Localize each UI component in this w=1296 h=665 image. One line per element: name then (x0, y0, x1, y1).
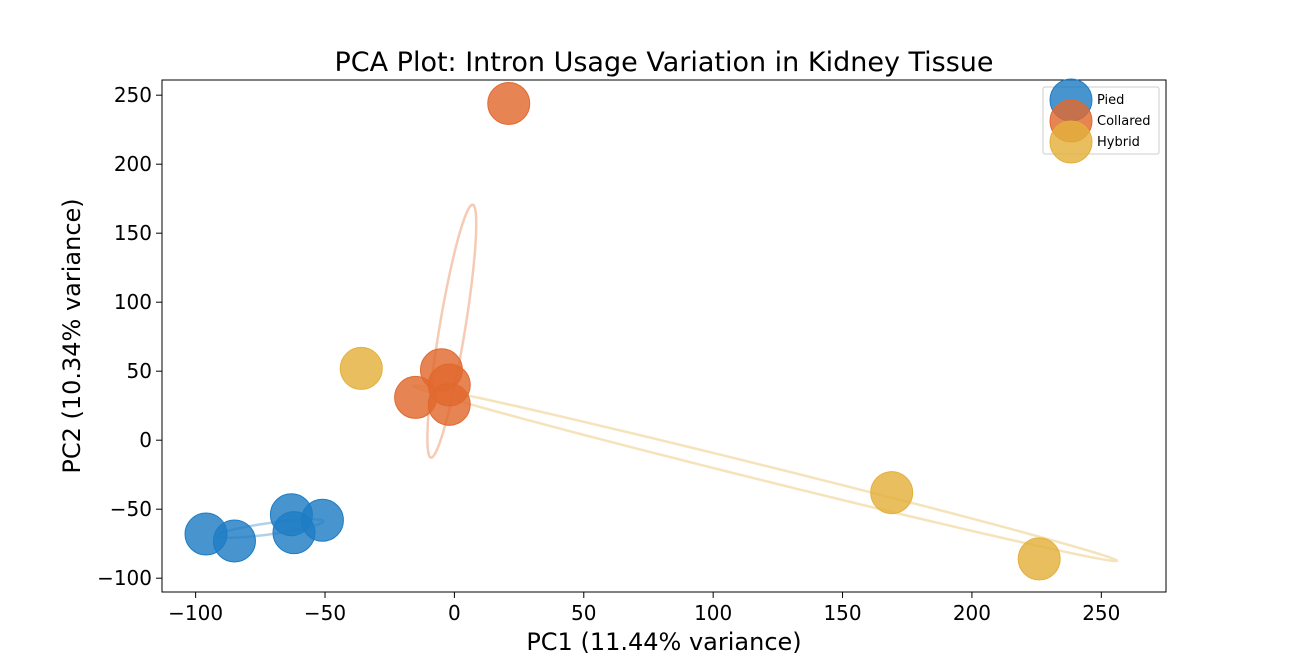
hybrid-legend-label: Hybrid (1097, 135, 1140, 150)
collared-legend-label: Collared (1097, 114, 1151, 129)
y-tick-label: 200 (114, 152, 152, 176)
chart-title: PCA Plot: Intron Usage Variation in Kidn… (334, 47, 993, 78)
hybrid-ellipse (411, 384, 1119, 563)
x-tick-label: 50 (571, 601, 596, 625)
legend: Pied Collared Hybrid (1042, 78, 1160, 164)
y-tick-label: 250 (114, 83, 152, 107)
y-tick-label: −100 (97, 566, 152, 590)
y-tick-label: 0 (139, 428, 152, 452)
x-tick-label: 150 (823, 601, 861, 625)
x-tick-label: −50 (304, 601, 346, 625)
x-tick-label: 250 (1082, 601, 1120, 625)
plot-frame (161, 79, 1167, 593)
pied-point (212, 519, 256, 563)
x-axis-label: PC1 (11.44% variance) (526, 628, 801, 656)
y-tick-label: −50 (110, 497, 152, 521)
hybrid-point (339, 346, 383, 390)
collared-point (427, 382, 471, 426)
x-tick-label: 200 (953, 601, 991, 625)
collared-point (487, 81, 531, 125)
pied-legend-label: Pied (1097, 93, 1124, 108)
hybrid-legend-marker (1049, 120, 1093, 164)
collared-ellipse (426, 203, 478, 459)
hybrid-point (870, 471, 914, 515)
x-tick-label: −100 (168, 601, 223, 625)
x-axis-ticks: −100 −50 0 50 100 150 200 250 (168, 592, 1120, 625)
pied-point (300, 498, 344, 542)
y-axis-label: PC2 (10.34% variance) (58, 198, 86, 473)
x-tick-label: 0 (448, 601, 461, 625)
y-tick-label: 50 (127, 359, 152, 383)
x-tick-label: 100 (694, 601, 732, 625)
y-tick-label: 150 (114, 221, 152, 245)
hybrid-point (1017, 537, 1061, 581)
y-tick-label: 100 (114, 290, 152, 314)
data-points (184, 81, 1061, 581)
y-axis-ticks: −100 −50 0 50 100 150 200 250 (97, 83, 162, 590)
